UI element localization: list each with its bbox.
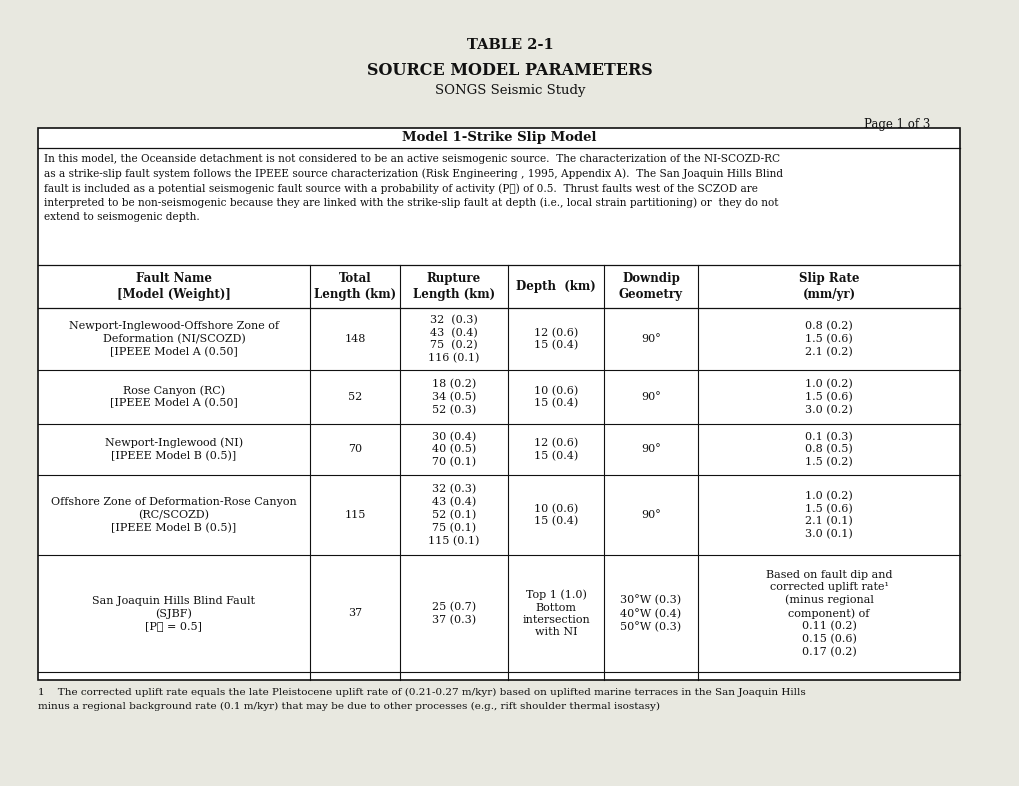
Text: San Joaquin Hills Blind Fault
(SJBF)
[P⁁ = 0.5]: San Joaquin Hills Blind Fault (SJBF) [P⁁… (93, 596, 255, 631)
Text: 32 (0.3)
43 (0.4)
52 (0.1)
75 (0.1)
115 (0.1): 32 (0.3) 43 (0.4) 52 (0.1) 75 (0.1) 115 … (428, 484, 479, 545)
Text: Newport-Inglewood (NI)
[IPEEE Model B (0.5)]: Newport-Inglewood (NI) [IPEEE Model B (0… (105, 438, 243, 461)
Text: Offshore Zone of Deformation-Rose Canyon
(RC/SCOZD)
[IPEEE Model B (0.5)]: Offshore Zone of Deformation-Rose Canyon… (51, 498, 297, 533)
Text: Page 1 of 3: Page 1 of 3 (863, 118, 929, 131)
Text: 37: 37 (347, 608, 362, 619)
Text: 1.0 (0.2)
1.5 (0.6)
3.0 (0.2): 1.0 (0.2) 1.5 (0.6) 3.0 (0.2) (804, 379, 852, 415)
Text: 30°W (0.3)
40°W (0.4)
50°W (0.3): 30°W (0.3) 40°W (0.4) 50°W (0.3) (620, 595, 681, 632)
Text: 10 (0.6)
15 (0.4): 10 (0.6) 15 (0.4) (533, 385, 578, 409)
Text: Model 1-Strike Slip Model: Model 1-Strike Slip Model (401, 131, 596, 145)
Text: extend to seismogenic depth.: extend to seismogenic depth. (44, 212, 200, 222)
Text: Rupture
Length (km): Rupture Length (km) (413, 272, 494, 301)
Text: Rose Canyon (RC)
[IPEEE Model A (0.50]: Rose Canyon (RC) [IPEEE Model A (0.50] (110, 385, 237, 409)
Text: SONGS Seismic Study: SONGS Seismic Study (434, 84, 585, 97)
Text: 12 (0.6)
15 (0.4): 12 (0.6) 15 (0.4) (533, 438, 578, 461)
Text: 90°: 90° (641, 445, 660, 454)
Text: 25 (0.7)
37 (0.3): 25 (0.7) 37 (0.3) (431, 602, 476, 625)
Text: 115: 115 (344, 510, 366, 520)
Text: TABLE 2-1: TABLE 2-1 (466, 38, 553, 52)
Text: 0.8 (0.2)
1.5 (0.6)
2.1 (0.2): 0.8 (0.2) 1.5 (0.6) 2.1 (0.2) (804, 321, 852, 357)
Text: Total
Length (km): Total Length (km) (314, 272, 395, 301)
Text: 90°: 90° (641, 510, 660, 520)
Text: SOURCE MODEL PARAMETERS: SOURCE MODEL PARAMETERS (367, 62, 652, 79)
Text: Slip Rate
(mm/yr): Slip Rate (mm/yr) (798, 272, 858, 301)
Text: 18 (0.2)
34 (0.5)
52 (0.3): 18 (0.2) 34 (0.5) 52 (0.3) (431, 379, 476, 415)
Text: 32  (0.3)
43  (0.4)
75  (0.2)
116 (0.1): 32 (0.3) 43 (0.4) 75 (0.2) 116 (0.1) (428, 314, 479, 363)
Text: 52: 52 (347, 392, 362, 402)
Text: 10 (0.6)
15 (0.4): 10 (0.6) 15 (0.4) (533, 504, 578, 527)
Text: In this model, the Oceanside detachment is not considered to be an active seismo: In this model, the Oceanside detachment … (44, 154, 780, 164)
Text: Top 1 (1.0)
Bottom
intersection
with NI: Top 1 (1.0) Bottom intersection with NI (522, 590, 589, 637)
Text: The corrected uplift rate equals the late Pleistocene uplift rate of (0.21-0.27 : The corrected uplift rate equals the lat… (48, 688, 805, 697)
Text: interpreted to be non-seismogenic because they are linked with the strike-slip f: interpreted to be non-seismogenic becaus… (44, 197, 777, 208)
Text: 30 (0.4)
40 (0.5)
70 (0.1): 30 (0.4) 40 (0.5) 70 (0.1) (431, 432, 476, 468)
Text: 90°: 90° (641, 392, 660, 402)
Text: 1.0 (0.2)
1.5 (0.6)
2.1 (0.1)
3.0 (0.1): 1.0 (0.2) 1.5 (0.6) 2.1 (0.1) 3.0 (0.1) (804, 490, 852, 539)
Text: Fault Name
[Model (Weight)]: Fault Name [Model (Weight)] (117, 272, 230, 301)
Text: fault is included as a potential seismogenic fault source with a probability of : fault is included as a potential seismog… (44, 183, 757, 193)
Text: 148: 148 (344, 334, 366, 344)
Text: Newport-Inglewood-Offshore Zone of
Deformation (NI/SCOZD)
[IPEEE Model A (0.50]: Newport-Inglewood-Offshore Zone of Defor… (69, 321, 279, 357)
Text: Downdip
Geometry: Downdip Geometry (619, 272, 683, 301)
Text: Depth  (km): Depth (km) (516, 280, 595, 293)
Text: 1: 1 (38, 688, 45, 697)
Text: 90°: 90° (641, 334, 660, 344)
Bar (38, 128, 959, 680)
Text: minus a regional background rate (0.1 m/kyr) that may be due to other processes : minus a regional background rate (0.1 m/… (38, 702, 659, 711)
Text: Based on fault dip and
corrected uplift rate¹
(minus regional
component) of
0.11: Based on fault dip and corrected uplift … (765, 570, 892, 657)
Text: 70: 70 (347, 445, 362, 454)
Text: 12 (0.6)
15 (0.4): 12 (0.6) 15 (0.4) (533, 328, 578, 351)
Text: 0.1 (0.3)
0.8 (0.5)
1.5 (0.2): 0.1 (0.3) 0.8 (0.5) 1.5 (0.2) (804, 432, 852, 468)
Text: as a strike-slip fault system follows the IPEEE source characterization (Risk En: as a strike-slip fault system follows th… (44, 168, 783, 179)
